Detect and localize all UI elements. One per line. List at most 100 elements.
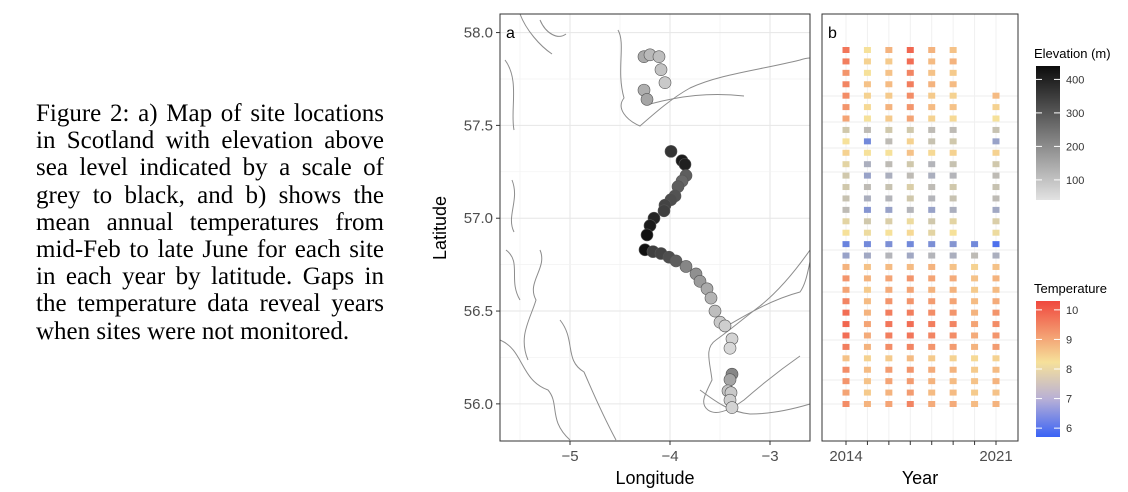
- elevation-tick-label: 100: [1066, 175, 1084, 187]
- panel-b-background: [822, 14, 1018, 441]
- y-axis-title: Latitude: [430, 196, 450, 260]
- temperature-cell: [885, 252, 893, 259]
- temperature-cell: [863, 58, 871, 65]
- panel-b-label: b: [828, 25, 837, 42]
- temperature-cell: [949, 172, 957, 179]
- y-tick-label: 56.5: [464, 303, 493, 320]
- temperature-cell: [971, 378, 979, 385]
- temperature-cell: [863, 241, 871, 248]
- temperature-cell: [863, 206, 871, 213]
- temperature-cell: [992, 252, 1000, 259]
- temperature-cell: [885, 138, 893, 145]
- x-axis-title: Longitude: [615, 468, 694, 488]
- temperature-cell: [863, 309, 871, 316]
- temperature-cell: [885, 389, 893, 396]
- temperature-cell: [842, 241, 850, 248]
- temperature-cell: [885, 172, 893, 179]
- temperature-cell: [885, 263, 893, 270]
- site-point: [718, 319, 732, 333]
- temperature-cell: [885, 332, 893, 339]
- temperature-cell: [971, 309, 979, 316]
- temperature-cell: [928, 366, 936, 373]
- temperature-cell: [842, 138, 850, 145]
- temperature-cell: [842, 275, 850, 282]
- temperature-cell: [863, 286, 871, 293]
- temperature-cell: [928, 332, 936, 339]
- temperature-cell: [842, 104, 850, 111]
- temperature-cell: [928, 229, 936, 236]
- temperature-cell: [992, 389, 1000, 396]
- temperature-cell: [906, 378, 914, 385]
- temperature-cell: [863, 355, 871, 362]
- temperature-cell: [906, 286, 914, 293]
- panel-a-border: [499, 13, 811, 442]
- temperature-cell: [863, 126, 871, 133]
- temperature-cell: [842, 401, 850, 407]
- temperature-cell: [992, 149, 1000, 156]
- temperature-cell: [928, 206, 936, 213]
- temperature-cell: [992, 206, 1000, 213]
- temperature-cell: [928, 378, 936, 385]
- temperature-cell: [992, 92, 1000, 99]
- y-tick-label: 57.5: [464, 117, 493, 134]
- temperature-cell: [992, 286, 1000, 293]
- x-tick-label: −4: [661, 448, 678, 465]
- temperature-cell: [885, 401, 893, 407]
- site-point: [704, 291, 718, 305]
- temperature-cell: [906, 149, 914, 156]
- temperature-cell: [992, 263, 1000, 270]
- temperature-cell: [863, 298, 871, 305]
- temperature-cell: [842, 149, 850, 156]
- temperature-cell: [842, 161, 850, 168]
- temperature-cell: [863, 343, 871, 350]
- temperature-cell: [863, 184, 871, 191]
- temperature-cell: [928, 184, 936, 191]
- temperature-cell: [906, 206, 914, 213]
- temperature-cell: [949, 47, 957, 53]
- temperature-cell: [842, 58, 850, 65]
- panel-a-axes: −5 −4 −3 56.0 56.5 57.0 57.5 58.0: [464, 25, 779, 465]
- temperature-cell: [949, 275, 957, 282]
- temperature-cell: [863, 104, 871, 111]
- temperature-cell: [863, 263, 871, 270]
- temperature-cell: [971, 366, 979, 373]
- temperature-cell: [885, 286, 893, 293]
- temperature-cell: [842, 195, 850, 202]
- temperature-cell: [949, 378, 957, 385]
- temperature-cell: [992, 275, 1000, 282]
- site-point: [664, 145, 678, 158]
- y-tick-label: 56.0: [464, 396, 493, 413]
- temperature-cell: [992, 355, 1000, 362]
- temperature-cell: [885, 92, 893, 99]
- site-point: [725, 401, 739, 414]
- temperature-tick-label: 6: [1066, 423, 1072, 435]
- temperature-cell: [842, 332, 850, 339]
- temperature-cell: [906, 58, 914, 65]
- figure-caption: Figure 2: a) Map of site locations in Sc…: [36, 100, 384, 345]
- temperature-cell: [863, 366, 871, 373]
- temperature-cell: [906, 138, 914, 145]
- temperature-cell: [885, 378, 893, 385]
- temperature-cell: [842, 126, 850, 133]
- temperature-cell: [906, 241, 914, 248]
- temperature-cell: [885, 126, 893, 133]
- temperature-cell: [842, 321, 850, 328]
- temperature-cell: [863, 47, 871, 53]
- temperature-cell: [906, 343, 914, 350]
- temperature-cell: [992, 401, 1000, 407]
- panel-a-map: a −5 −4 −3 56.0 56.5 57.0 57.5 58.0 Longitude L…: [430, 13, 811, 488]
- temperature-cell: [906, 81, 914, 88]
- temperature-cell: [842, 229, 850, 236]
- temperature-tick-label: 7: [1066, 394, 1072, 406]
- temperature-cell: [992, 241, 1000, 248]
- temperature-cell: [992, 161, 1000, 168]
- temperature-cell: [842, 69, 850, 76]
- temperature-cell: [992, 321, 1000, 328]
- temperature-cell: [906, 263, 914, 270]
- temperature-cell: [928, 47, 936, 53]
- temperature-cell: [949, 355, 957, 362]
- elevation-tick-label: 400: [1066, 74, 1084, 86]
- temperature-cell: [992, 366, 1000, 373]
- temperature-cell: [949, 229, 957, 236]
- temperature-cell: [842, 378, 850, 385]
